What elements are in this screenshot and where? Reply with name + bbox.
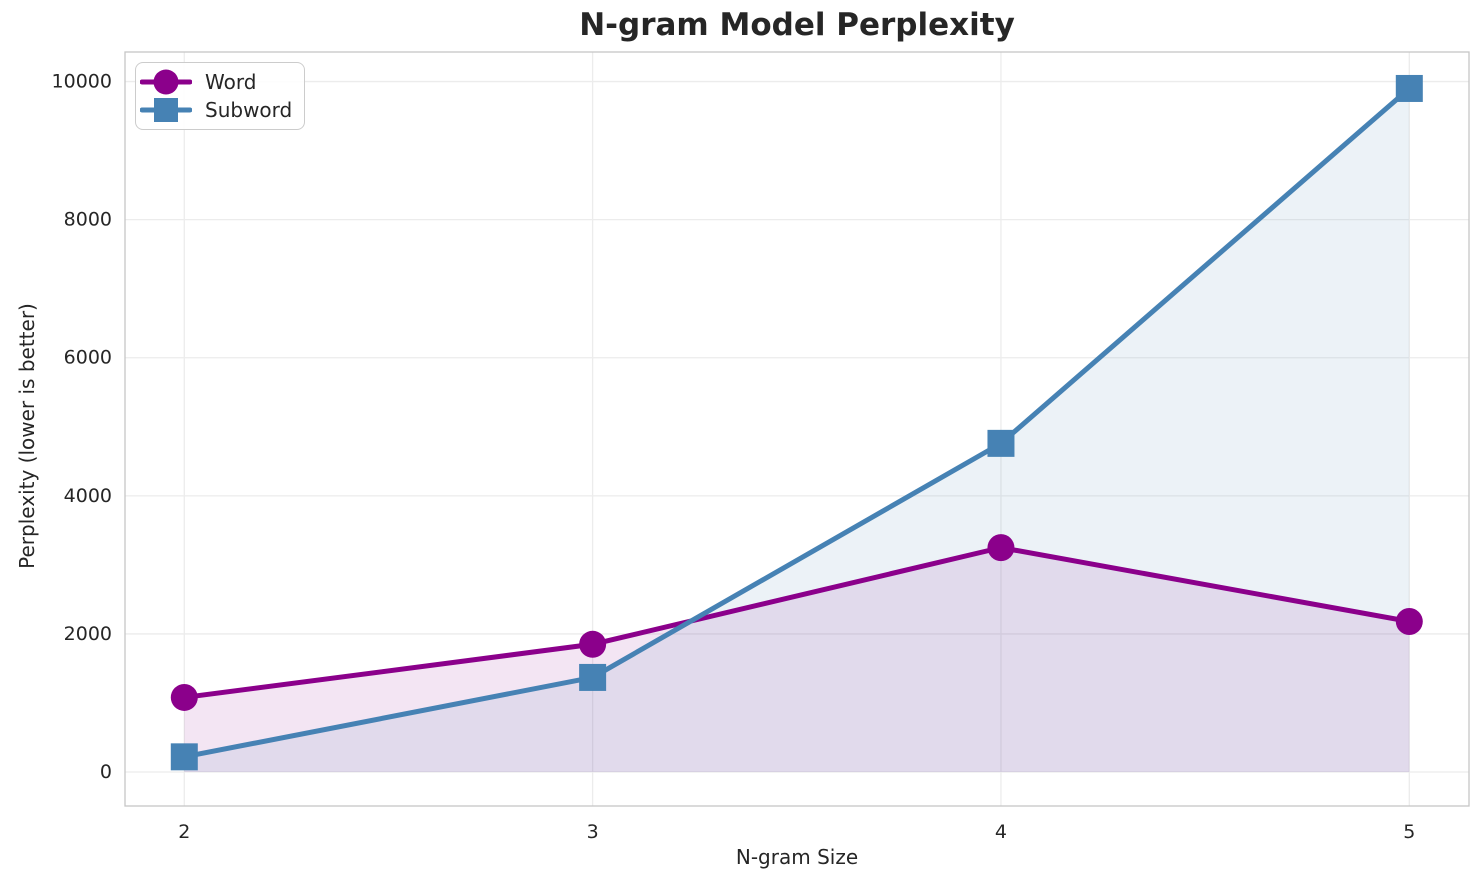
area-subword [184,88,1410,773]
line-subword [181,85,1412,760]
x-tick-label: 3 [587,821,599,843]
legend-square-marker-icon [140,98,192,122]
legend-label: Subword [205,98,293,122]
legend-label: Word [205,70,257,94]
legend-item-subword: Subword [140,96,296,124]
y-tick-label: 10000 [52,71,112,93]
marker-subword [170,743,198,771]
legend-circle-marker-icon [140,69,192,95]
legend-item-word: Word [140,68,296,96]
y-tick-label: 0 [100,761,112,783]
marker-word [987,534,1015,562]
y-axis-label: Perplexity (lower is better) [15,303,40,569]
line-word [181,545,1412,700]
axes-spines [124,51,1470,807]
y-tick-label: 8000 [64,209,112,231]
x-axis-label: N-gram Size [735,845,859,869]
x-tick-label: 4 [995,821,1007,843]
marker-subword [1395,74,1423,102]
y-tick-label: 6000 [64,347,112,369]
marker-subword [579,663,607,691]
chart-title: N-gram Model Perplexity [579,7,1015,43]
marker-word [1395,608,1423,636]
y-tick-label: 2000 [64,623,112,645]
y-tick-label: 4000 [64,485,112,507]
area-word [184,547,1410,773]
legend: Word Subword [135,62,305,130]
marker-subword [987,429,1015,457]
marker-word [579,630,607,658]
x-tick-label: 2 [178,821,190,843]
marker-word [170,683,198,711]
x-tick-label: 5 [1403,821,1415,843]
